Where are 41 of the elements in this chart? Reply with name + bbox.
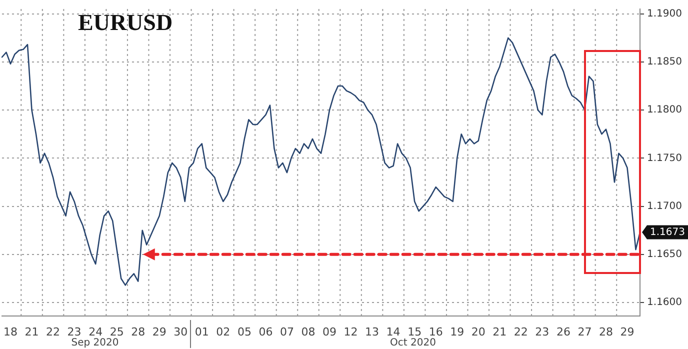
x-tick-label: 05 xyxy=(237,325,252,338)
y-tick-label: 1.1650 xyxy=(647,249,682,260)
x-tick-label: 16 xyxy=(428,325,443,338)
x-tick-label: 25 xyxy=(110,325,124,338)
x-tick-label: 06 xyxy=(258,325,273,338)
x-tick-label: 12 xyxy=(344,325,358,338)
x-tick-label: 30 xyxy=(174,325,188,338)
chart-title: EURUSD xyxy=(78,10,173,36)
x-tick-label: 21 xyxy=(24,325,39,338)
x-tick-label: 22 xyxy=(46,325,60,338)
x-tick-label: 20 xyxy=(471,325,486,338)
y-tick-label: 1.1800 xyxy=(647,104,682,116)
x-tick-label: 28 xyxy=(131,325,146,338)
x-tick-label: 09 xyxy=(322,325,337,338)
text: 1.1673 xyxy=(650,226,685,238)
x-tick-label: 29 xyxy=(620,325,634,338)
x-tick-label: 14 xyxy=(386,325,400,338)
x-tick-label: 18 xyxy=(4,325,18,338)
y-tick-label: 1.1900 xyxy=(647,8,682,20)
x-tick-label: 29 xyxy=(152,325,166,338)
x-tick-label: 21 xyxy=(492,325,507,338)
x-tick-label: 13 xyxy=(365,325,380,338)
x-tick-label: 26 xyxy=(556,325,570,338)
y-tick-label: 1.1750 xyxy=(647,152,682,164)
x-tick-label: 08 xyxy=(301,325,316,338)
x-tick-label: 23 xyxy=(67,325,82,338)
y-tick-label: 1.1600 xyxy=(647,297,682,308)
y-tick-label: 1.1850 xyxy=(647,56,682,68)
text: Sep 2020 xyxy=(71,338,119,349)
x-tick-label: 15 xyxy=(408,325,422,338)
x-tick-label: 27 xyxy=(578,325,592,338)
x-tick-label: 01 xyxy=(194,325,209,338)
x-tick-label: 19 xyxy=(450,325,464,338)
x-tick-label: 22 xyxy=(514,325,528,338)
x-tick-label: 23 xyxy=(535,325,550,338)
text: Oct 2020 xyxy=(390,338,436,349)
x-tick-label: 02 xyxy=(216,325,230,338)
x-tick-label: 07 xyxy=(280,325,294,338)
x-tick-label: 24 xyxy=(88,325,103,338)
x-tick-label: 28 xyxy=(598,325,613,338)
y-tick-label: 1.1700 xyxy=(647,200,682,212)
